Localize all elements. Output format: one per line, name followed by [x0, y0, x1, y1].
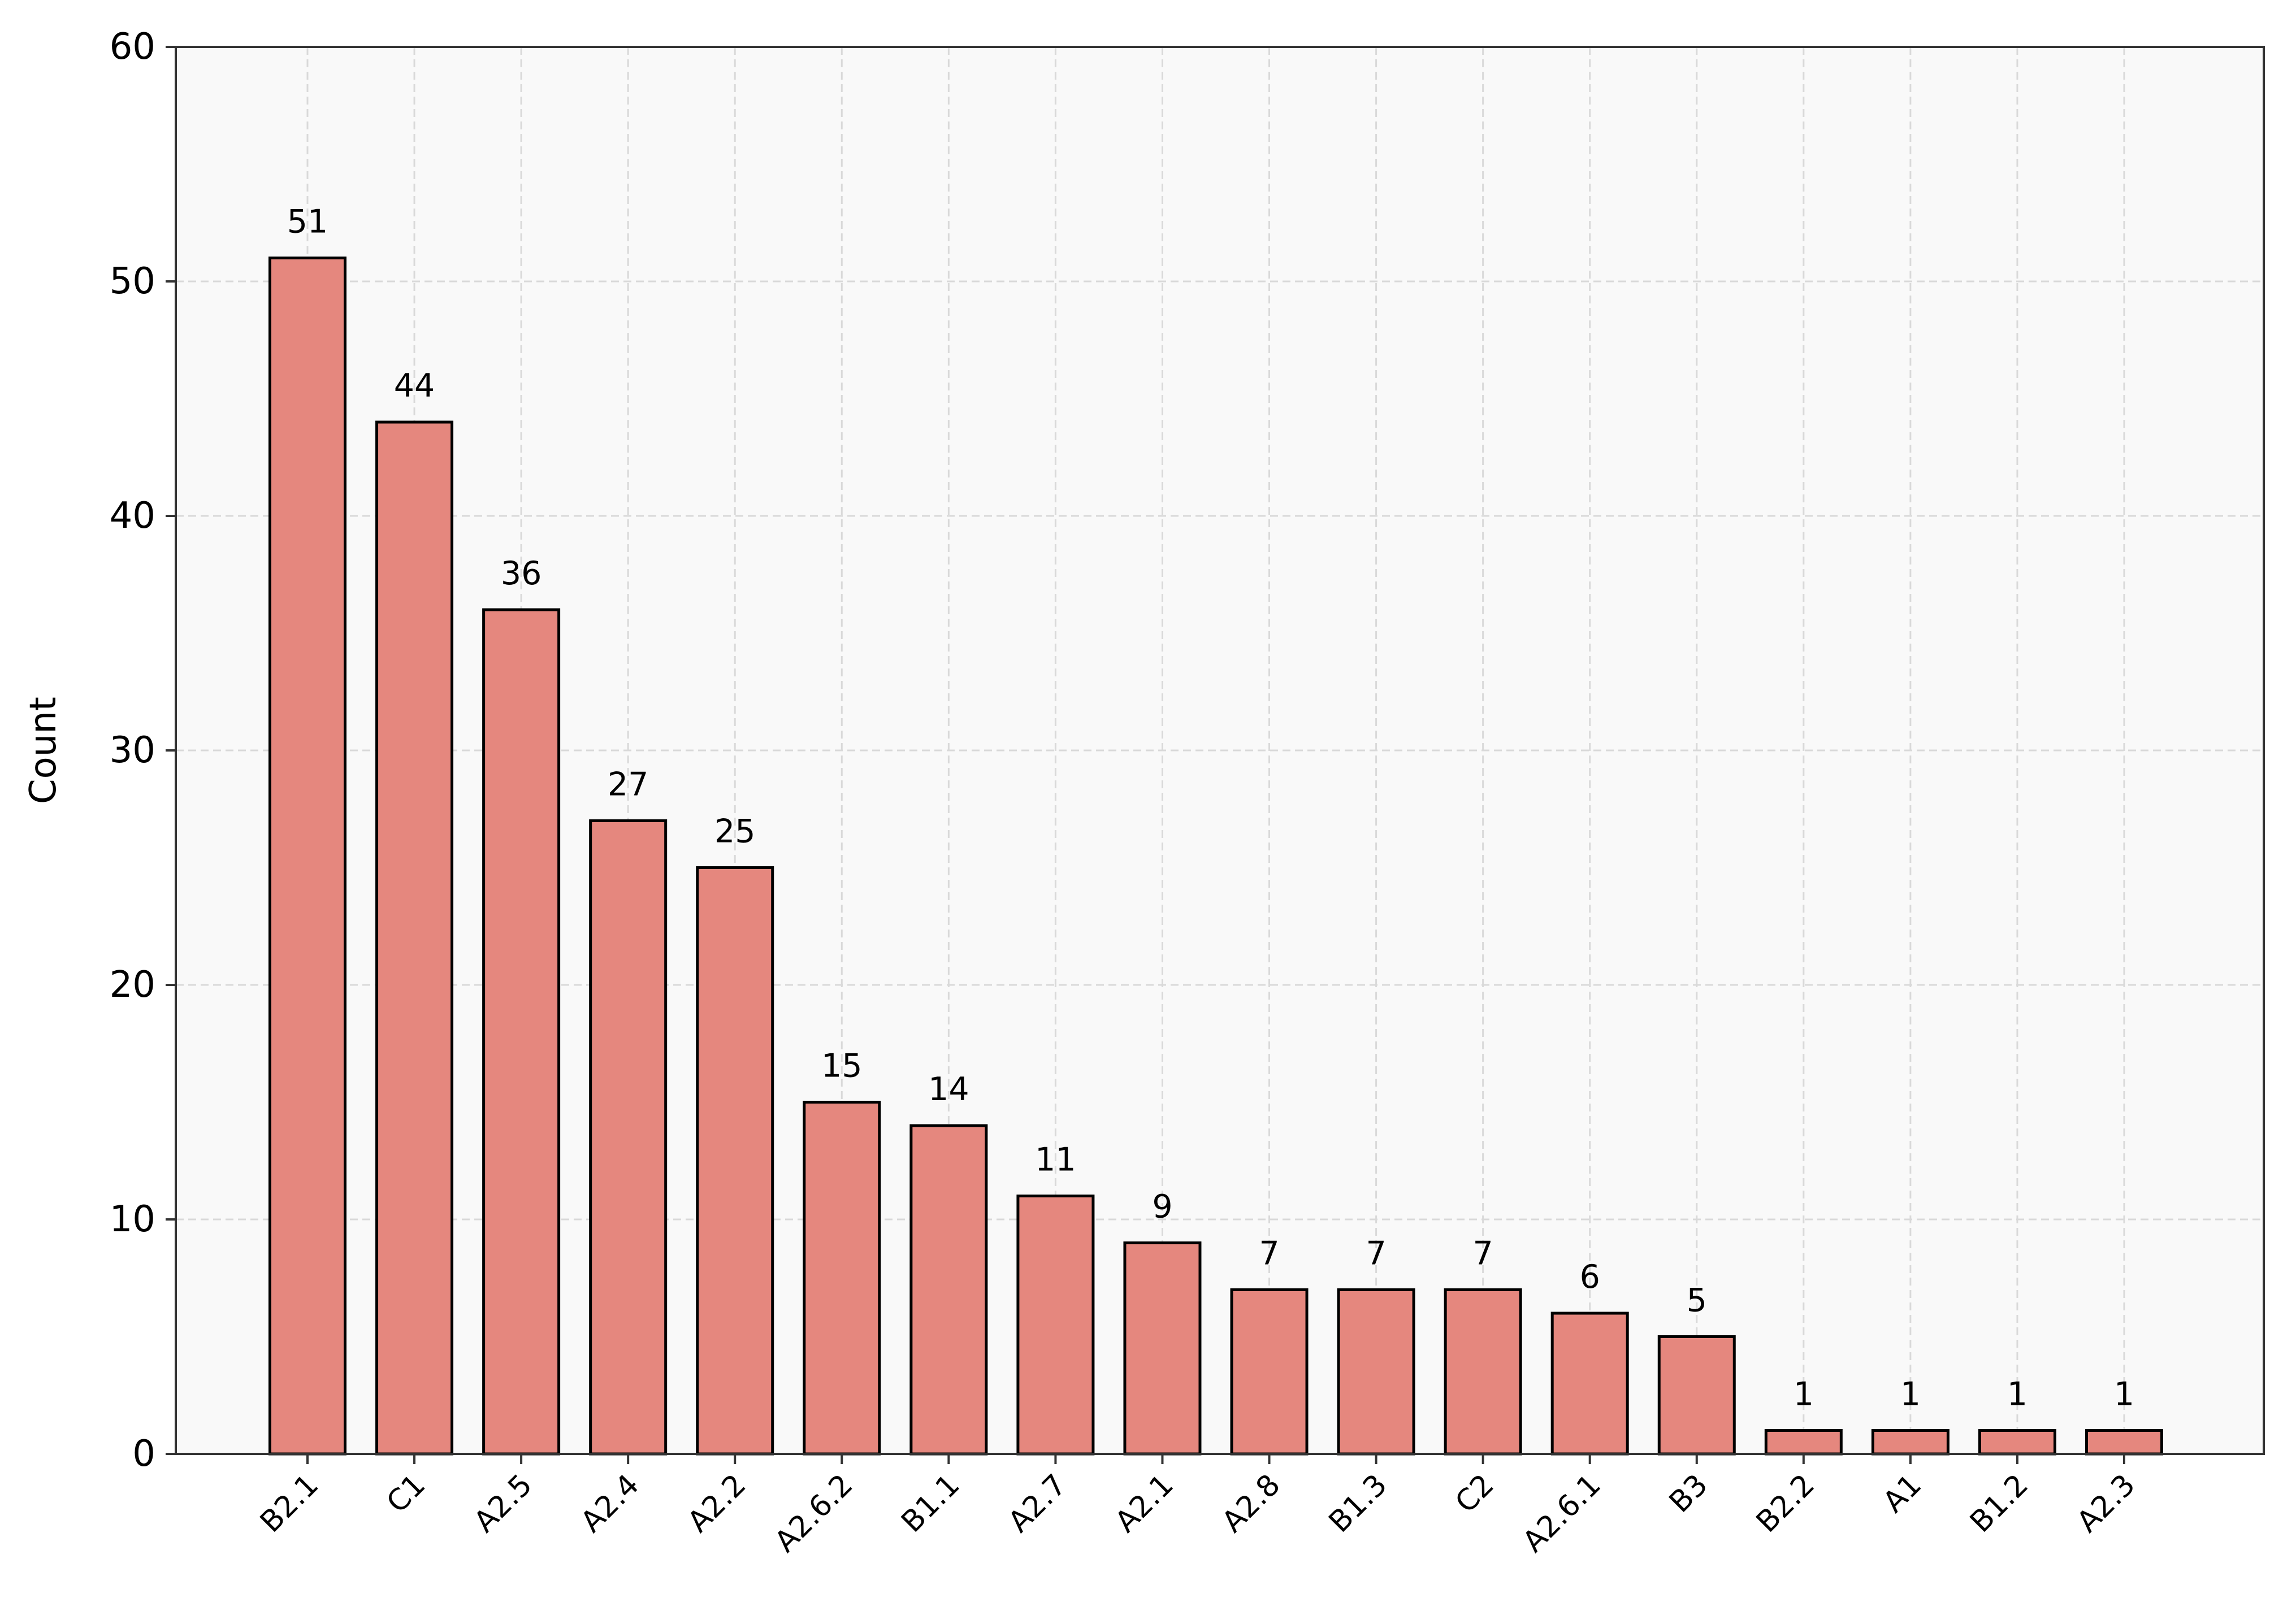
bar-value-label: 1 [2007, 1376, 2028, 1413]
bar-value-label: 7 [1259, 1235, 1279, 1273]
bar-value-label: 44 [394, 367, 435, 405]
bar [1764, 1429, 1843, 1456]
bar-value-label: 1 [1900, 1376, 1921, 1413]
bar [482, 608, 561, 1456]
bar-value-label: 5 [1687, 1282, 1707, 1319]
y-tick-label: 40 [110, 495, 155, 537]
x-tick-label: B3 [1663, 1468, 1714, 1519]
y-tick-label: 0 [132, 1433, 155, 1475]
bar-value-label: 25 [714, 813, 756, 850]
x-tick-label: A2.1 [1109, 1468, 1180, 1539]
bar [589, 819, 668, 1456]
bar [696, 866, 774, 1456]
x-tick-label: B2.1 [254, 1468, 325, 1539]
bar-value-label: 27 [608, 766, 649, 804]
x-tick-label: C1 [380, 1468, 432, 1520]
bar [1230, 1288, 1309, 1456]
bar [909, 1124, 988, 1456]
x-tick-label: A2.8 [1216, 1468, 1287, 1539]
bar-value-label: 6 [1580, 1258, 1600, 1296]
bar [2085, 1429, 2163, 1456]
bar-value-label: 9 [1152, 1188, 1172, 1226]
x-tick-label: A2.5 [467, 1468, 539, 1539]
bar [375, 420, 454, 1456]
x-tick-label: A2.2 [681, 1468, 752, 1539]
x-tick-label: B1.1 [895, 1468, 966, 1539]
bar-value-label: 7 [1366, 1235, 1386, 1273]
y-tick-label: 10 [110, 1199, 155, 1240]
bar-value-label: 15 [821, 1048, 863, 1085]
bar-value-label: 14 [928, 1071, 969, 1108]
bar-value-label: 1 [1794, 1376, 1814, 1413]
bar-value-label: 11 [1035, 1141, 1076, 1179]
bar [1550, 1312, 1629, 1456]
x-tick-label: A2.6.1 [1517, 1468, 1608, 1559]
y-tick-label: 20 [110, 964, 155, 1006]
x-tick-label: A2.6.2 [768, 1468, 859, 1559]
x-tick-label: A2.4 [574, 1468, 646, 1539]
x-tick-label: B1.2 [1964, 1468, 2035, 1539]
bar [803, 1101, 881, 1456]
y-tick-label: 60 [110, 26, 155, 68]
x-tick-label: A2.3 [2070, 1468, 2142, 1539]
y-tick-label: 30 [110, 730, 155, 771]
x-tick-label: A1 [1877, 1468, 1928, 1519]
bar [1871, 1429, 1950, 1456]
bar [1444, 1288, 1522, 1456]
bar [1337, 1288, 1415, 1456]
x-tick-label: A2.7 [1002, 1468, 1073, 1539]
bar-value-label: 36 [501, 555, 542, 592]
bar-value-label: 1 [2114, 1376, 2134, 1413]
x-axis: B2.1 C1 A2.5 A2.4 A2.2 A2.6.2 B1.1 A2.7 A2.1 A2.8… [254, 1454, 2142, 1559]
bars [268, 257, 2163, 1456]
bar [1978, 1429, 2056, 1456]
bar-value-label: 7 [1473, 1235, 1493, 1273]
bar [268, 257, 346, 1456]
x-tick-label: C2 [1449, 1468, 1501, 1520]
bar [1657, 1335, 1736, 1456]
x-tick-label: B1.3 [1323, 1468, 1394, 1539]
y-axis: 0 10 20 30 40 50 60 [110, 26, 176, 1475]
bar-value-label: 51 [287, 203, 328, 241]
x-tick-label: B2.2 [1750, 1468, 1821, 1539]
bar [1123, 1241, 1202, 1456]
bar [1016, 1195, 1095, 1456]
y-tick-label: 50 [110, 260, 155, 302]
y-axis-title: Count [23, 697, 64, 804]
